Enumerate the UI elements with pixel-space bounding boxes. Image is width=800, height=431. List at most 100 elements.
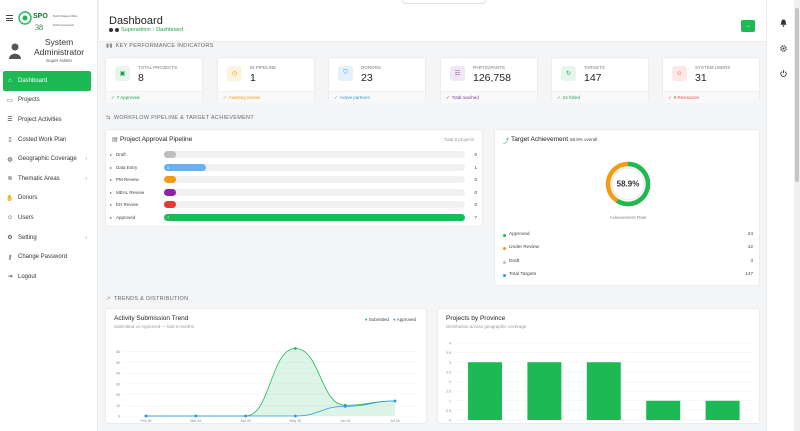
x-tick-label: Jul 26 [390,419,399,423]
users-icon: ☺ [672,66,687,81]
province-bar[interactable] [586,362,621,420]
data-point-approved[interactable] [244,414,248,418]
people-icon: ☷ [450,66,465,81]
kpi-card-targets[interactable]: ↻ TARGETS 147 ✓ 24 hit/ed [551,57,649,103]
target-row-label: Approved [509,232,530,237]
sidebar-item-users[interactable]: ☺ Users [3,208,91,228]
sidebar-item-label: Costed Work Plan [18,136,67,143]
province-subtitle: Distribution across geographic coverage [446,324,527,329]
sidebar-item-project-activities[interactable]: ☰ Project Activities [3,110,91,130]
pipeline-stage-label: PM Review [116,177,139,183]
province-chart-card: Projects by Province Distribution across… [437,308,760,424]
bell-icon[interactable] [779,19,787,27]
province-bar[interactable] [527,362,562,420]
stage-icon: ▸ [110,189,113,195]
kpi-label: TARGETS [584,65,605,70]
target-title: Target Achievement [511,136,569,143]
province-title: Projects by Province [446,315,506,322]
y-tick-label: 3 [449,361,451,365]
kpi-value: 8 [138,72,144,84]
y-tick-label: 0 [118,415,120,419]
breadcrumb-superadmin[interactable]: Superadmin [121,27,151,33]
sidebar-item-logout[interactable]: ⇥ Logout [3,267,91,287]
scrollbar-thumb[interactable] [795,8,799,182]
y-tick-label: 30 [116,382,120,386]
data-point-approved[interactable] [194,414,198,418]
sidebar-item-label: Users [18,214,34,221]
gear-icon: ⚙ [7,235,13,242]
check-icon: ✓ [111,95,115,100]
pipeline-bar [164,201,177,209]
sidebar-item-label: Project Activities [18,116,62,123]
stage-icon: ▸ [110,177,113,183]
kpi-footer-text: 24 hit/ed [562,95,581,100]
y-tick-label: 2 [449,380,451,384]
sidebar-item-projects[interactable]: ▭ Projects [3,91,91,111]
gear-icon[interactable] [779,44,787,52]
trends-section-title: TRENDS & DISTRIBUTION [113,296,189,302]
pipeline-count: 0 [474,202,477,208]
trend-chart-card: Activity Submission Trend Submitted vs A… [105,308,427,424]
kpi-card-donors[interactable]: ⛉ DONORS 23 ✓ Active partners [328,57,426,103]
kpi-card-participants[interactable]: ☷ PARTICIPANTS 126,758 ✓ Total reached [440,57,538,103]
sidebar-item-label: Thematic Areas [18,175,60,182]
kpi-label: PARTICIPANTS [473,65,506,70]
x-tick-label: May 26 [290,419,302,423]
kpi-footer-text: 7 Approved [116,95,140,100]
logo-line1: Sindh Progress Office [53,15,78,18]
pipeline-stage-label: Approved [116,215,136,220]
kpi-card-system-users[interactable]: ☺ SYSTEM USERS 31 ✓ 8 Resources [662,57,760,103]
data-point-approved[interactable] [144,414,148,418]
scrollbar-track[interactable] [794,0,800,431]
province-bar[interactable] [646,400,681,420]
tasks-icon: ☰ [7,117,13,124]
legend-dot-icon [503,234,506,237]
check-icon: ✓ [334,95,338,100]
sidebar-item-label: Dashboard [18,77,48,84]
pipeline-row-approved: ▸ Approved 7 7 [110,212,477,224]
sidebar-item-geographic-coverage[interactable]: ◍ Geographic Coverage › [3,149,91,169]
chevron-right-icon: › [85,234,87,241]
donut-center [611,167,645,201]
legend-dot-icon [503,260,506,264]
sidebar-item-thematic-areas[interactable]: ≋ Thematic Areas › [3,169,91,189]
sidebar-item-change-password[interactable]: ⚷ Change Password [3,247,91,267]
data-point-approved[interactable] [343,404,347,408]
target-row-value: 42 [747,245,753,251]
target-row-value: 24 [747,232,753,237]
page-title: Dashboard [109,15,163,27]
kpi-card-in-pipeline[interactable]: ◷ IN PIPELINE 1 ✓ Awaiting review [217,57,315,103]
data-point-approved[interactable] [294,414,297,418]
sidebar: SPO Sindh Progress Office 38 Sindh Gover… [0,0,98,431]
logout-icon: ⇥ [7,274,13,281]
y-tick-label: 2.5 [446,370,451,374]
legend-submitted: ● Submitted [364,317,389,322]
sidebar-item-donors[interactable]: ✋ Donors [3,189,91,209]
breadcrumb-dashboard[interactable]: Dashboard [156,27,184,33]
sidebar-item-dashboard[interactable]: ⌂ Dashboard [3,71,91,91]
kpi-card-total-projects[interactable]: ▣ TOTAL PROJECTS 8 ✓ 7 Approved [105,57,203,103]
search-bar[interactable] [402,0,486,4]
sidebar-item-costed-work-plan[interactable]: ▯ Costed Work Plan [3,130,91,150]
sidebar-item-setting[interactable]: ⚙ Setting › [3,228,91,248]
data-point-submitted[interactable] [294,347,297,350]
y-tick-label: 10 [116,404,120,408]
y-tick-label: 60 [116,350,120,354]
series-line-approved [146,400,396,417]
power-icon[interactable] [779,69,787,77]
pipeline-bar: 1 [164,163,207,171]
y-tick-label: 40 [116,372,120,376]
donut-percent: 58.9% [617,180,640,189]
province-bar[interactable] [468,362,502,420]
check-icon: ✓ [668,95,672,100]
menu-toggle-icon[interactable] [6,15,13,21]
kpi-footer: ✓ Awaiting review [218,91,314,103]
header-action-button[interactable]: → [741,20,755,32]
pipeline-row-eh-review: ▸ EH Review 0 [110,199,477,211]
stage-icon: ▸ [110,202,113,208]
province-bar[interactable] [705,400,740,420]
pipeline-stage-label: Draft [116,152,126,157]
y-tick-label: 1.5 [446,390,451,394]
data-point-approved[interactable] [393,399,397,403]
donut-caption: Achievement Rate [609,215,647,220]
